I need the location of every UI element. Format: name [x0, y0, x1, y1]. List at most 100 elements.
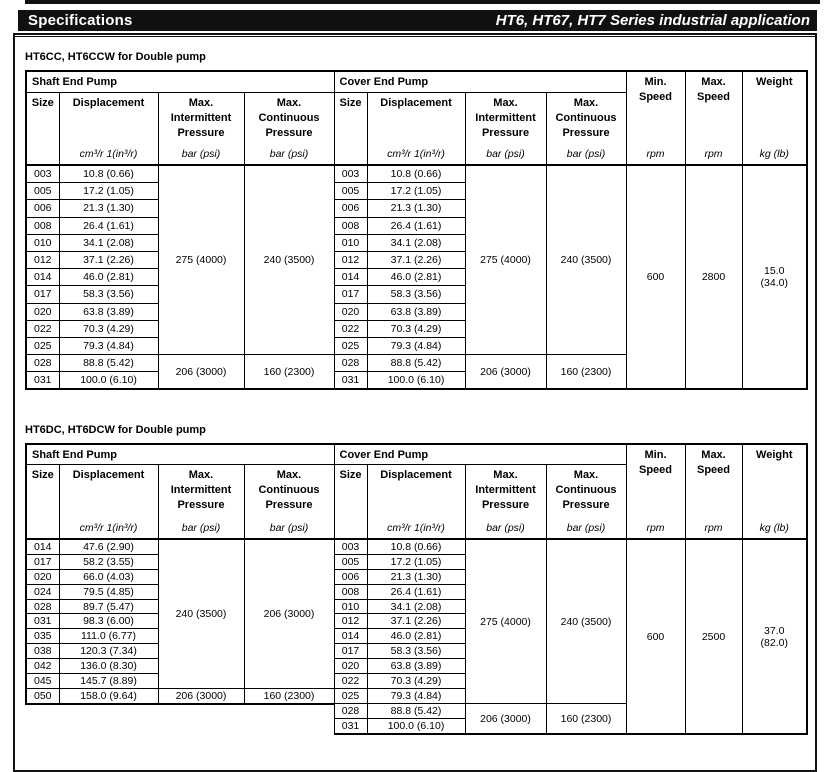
size-cell: 042	[25, 658, 60, 675]
table-row: 028 89.7 (5.47) 010 34.1 (2.08)	[25, 598, 807, 615]
displacement-cell: 79.3 (4.84)	[366, 687, 466, 705]
col-header-size: Size	[333, 464, 368, 540]
intermittent-pressure-cell: 275 (4000)	[157, 164, 245, 356]
pressure-unit: bar (psi)	[181, 147, 221, 160]
displacement-cell: 158.0 (9.64)	[58, 687, 159, 705]
intermittent-pressure-cell: 206 (3000)	[464, 354, 547, 390]
spec-table: Shaft End Pump Cover End Pump Min. Speed…	[25, 443, 809, 736]
size-cell: 006	[25, 199, 60, 218]
section-header-row: Shaft End Pump Cover End Pump Min. Speed…	[25, 443, 808, 540]
size-cell: 008	[25, 216, 60, 235]
col-header-min-speed: Min. Speed rpm	[625, 443, 686, 540]
size-label: Size	[339, 97, 362, 109]
displacement-cell: 17.2 (1.05)	[366, 182, 466, 201]
col-header-min-speed: Min. Speed rpm	[625, 70, 686, 166]
continuous-pressure-cell: 240 (3500)	[545, 164, 627, 356]
size-cell: 038	[25, 643, 60, 660]
displacement-cell: 26.4 (1.61)	[58, 216, 159, 235]
pressure-unit: bar (psi)	[181, 521, 221, 534]
shaft-end-header: Shaft End Pump	[25, 443, 335, 465]
col-header-max-continuous: Max. Continuous Pressure bar (psi)	[545, 464, 627, 540]
col-header-max-intermittent: Max. Intermittent Pressure bar (psi)	[464, 92, 547, 166]
table-row: 006 21.3 (1.30) 006 21.3 (1.30)	[25, 199, 807, 218]
displacement-cell: 17.2 (1.05)	[366, 553, 466, 570]
col-header-max-continuous: Max. Continuous Pressure bar (psi)	[545, 92, 627, 166]
intermittent-pressure-cell: 275 (4000)	[464, 164, 547, 356]
displacement-cell: 70.3 (4.29)	[366, 673, 466, 689]
col-header-displacement: Displacement cm³/r 1(in³/r)	[366, 464, 466, 540]
max-intermittent-label: Max. Intermittent Pressure	[170, 469, 232, 511]
displacement-cell: 100.0 (6.10)	[366, 371, 466, 390]
intermittent-pressure-cell: 206 (3000)	[157, 687, 245, 705]
table-row: 031 100.0 (6.10)	[26, 718, 807, 735]
size-cell: 025	[333, 687, 368, 705]
size-cell: 024	[25, 583, 60, 600]
size-cell: 012	[333, 613, 368, 630]
continuous-pressure-cell: 206 (3000)	[243, 537, 335, 689]
displacement-cell: 98.3 (6.00)	[58, 613, 159, 630]
header-bar: Specifications HT6, HT67, HT7 Series ind…	[18, 10, 817, 31]
col-header-max-intermittent: Max. Intermittent Pressure bar (psi)	[157, 464, 245, 540]
size-cell: 028	[333, 703, 368, 720]
displacement-cell: 70.3 (4.29)	[58, 319, 159, 338]
displacement-cell: 63.8 (3.89)	[58, 302, 159, 321]
size-cell: 035	[25, 628, 60, 645]
size-cell: 020	[333, 302, 368, 321]
weight-cell: 15.0 (34.0)	[741, 163, 808, 390]
col-header-size: Size	[25, 464, 60, 540]
displacement-cell: 10.8 (0.66)	[366, 537, 466, 555]
size-cell: 005	[25, 182, 60, 201]
displacement-cell: 37.1 (2.26)	[58, 250, 159, 270]
displacement-cell: 79.3 (4.84)	[366, 336, 466, 356]
weight-label: Weight	[756, 449, 793, 461]
col-header-max-continuous: Max. Continuous Pressure bar (psi)	[243, 464, 335, 540]
size-cell: 010	[25, 233, 60, 252]
max-continuous-label: Max. Continuous Pressure	[258, 469, 320, 511]
min-speed-label: Min. Speed	[639, 76, 673, 103]
table-row: 008 26.4 (1.61) 008 26.4 (1.61)	[25, 216, 807, 235]
pressure-unit: bar (psi)	[269, 521, 309, 534]
size-cell: 003	[333, 537, 368, 555]
table-row: 020 63.8 (3.89) 020 63.8 (3.89)	[25, 302, 807, 321]
max-continuous-label: Max. Continuous Pressure	[555, 97, 617, 139]
col-header-displacement: Displacement cm³/r 1(in³/r)	[366, 92, 466, 166]
weight-unit: kg (lb)	[759, 147, 789, 160]
table-row: 028 88.8 (5.42) 206 (3000) 160 (2300) 028 88.…	[25, 354, 807, 390]
size-label: Size	[339, 469, 362, 481]
displacement-cell: 111.0 (6.77)	[58, 628, 159, 645]
size-cell: 012	[333, 250, 368, 270]
table-row: 022 70.3 (4.29) 022 70.3 (4.29)	[25, 319, 807, 338]
intermittent-pressure-cell: 240 (3500)	[157, 537, 245, 689]
pressure-unit: bar (psi)	[486, 521, 525, 534]
displacement-cell: 17.2 (1.05)	[58, 182, 159, 201]
size-cell: 020	[333, 658, 368, 675]
max-speed-cell: 2500	[684, 537, 743, 735]
table-row: 038 120.3 (7.34) 017 58.3 (3.56)	[25, 643, 807, 660]
displacement-cell: 100.0 (6.10)	[366, 718, 466, 735]
shaft-end-header: Shaft End Pump	[25, 70, 335, 93]
displacement-cell: 145.7 (8.89)	[58, 673, 159, 689]
table-row: 017 58.3 (3.56) 017 58.3 (3.56)	[25, 285, 807, 304]
size-cell: 012	[25, 250, 60, 270]
table-title-ht6dc: HT6DC, HT6DCW for Double pump	[25, 424, 206, 436]
size-cell: 045	[25, 673, 60, 689]
page-title: Specifications	[28, 12, 133, 29]
table-title-ht6cc: HT6CC, HT6CCW for Double pump	[25, 51, 206, 63]
displacement-cell: 10.8 (0.66)	[58, 164, 159, 184]
weight-cell: 37.0 (82.0)	[741, 537, 808, 735]
table-row: 050 158.0 (9.64) 206 (3000) 160 (2300) 025 79…	[25, 687, 807, 705]
size-cell: 014	[333, 268, 368, 287]
displacement-cell: 58.3 (3.56)	[58, 285, 159, 304]
min-speed-cell: 600	[625, 537, 686, 735]
max-intermittent-label: Max. Intermittent Pressure	[475, 469, 536, 511]
displacement-cell: 10.8 (0.66)	[366, 164, 466, 184]
displacement-cell: 21.3 (1.30)	[366, 199, 466, 218]
weight-unit: kg (lb)	[759, 521, 789, 534]
size-label: Size	[31, 469, 54, 481]
size-cell: 005	[333, 182, 368, 201]
displacement-label: Displacement	[380, 469, 452, 481]
displacement-cell: 37.1 (2.26)	[366, 613, 466, 630]
size-cell: 020	[25, 568, 60, 585]
section-header-row: Shaft End Pump Cover End Pump Min. Speed…	[25, 70, 808, 166]
displacement-cell: 63.8 (3.89)	[366, 302, 466, 321]
